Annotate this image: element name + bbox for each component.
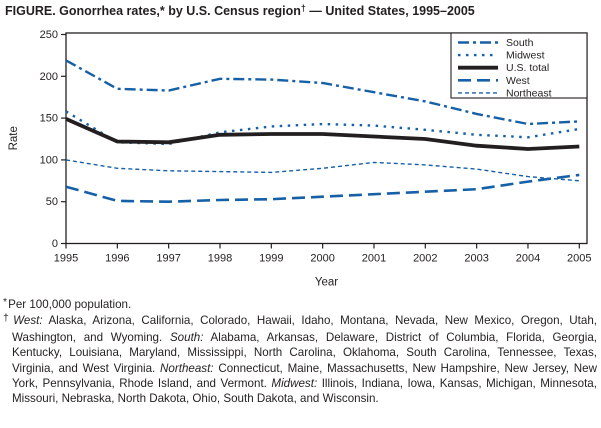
legend-box — [450, 32, 588, 99]
x-tick-label: 1998 — [208, 253, 232, 265]
region-name-italic: Northeast: — [160, 361, 214, 375]
series-line-west — [65, 173, 580, 204]
series-line-northeast — [65, 159, 580, 182]
y-tick-label: 50 — [46, 196, 58, 208]
footnote-text: Alaska, Arizona, California, Colorado, H… — [12, 314, 597, 344]
footnotes: *Per 100,000 population. †West: Alaska, A… — [3, 296, 598, 407]
x-tick-label: 1997 — [156, 253, 180, 265]
footnote-text: Illinois, Indiana, Iowa, Kansas, Michiga… — [12, 377, 597, 406]
footnote-marker: † — [3, 312, 13, 325]
legend-label: Midwest — [506, 50, 545, 62]
footnote-dagger: †West: Alaska, Arizona, California, Colo… — [3, 312, 598, 406]
x-tick-label: 1996 — [105, 253, 129, 265]
y-tick-label: 100 — [40, 154, 58, 166]
y-tick-label: 250 — [40, 29, 58, 41]
footnote-text: Per 100,000 population. — [8, 298, 132, 311]
chart-area: 0 50 100 150 200 250 1995 1996 1997 1998 1999 2000 2… — [8, 29, 592, 289]
footnote-marker: * — [3, 296, 8, 308]
x-tick-label: 2005 — [567, 253, 591, 265]
legend-label: South — [506, 37, 534, 49]
footnote-text: Alabama, Arkansas, Delaware, District of… — [12, 330, 598, 375]
x-tick-label: 2000 — [310, 253, 334, 265]
y-axis-title: Rate — [8, 126, 20, 150]
y-tick-label: 0 — [52, 238, 58, 250]
footnote-text: Connecticut, Maine, Massachusetts, New H… — [12, 361, 597, 391]
y-tick-label: 200 — [40, 71, 58, 83]
region-name-italic: West: — [13, 314, 43, 328]
legend-label: Northeast — [506, 87, 552, 99]
x-tick-label: 1995 — [54, 253, 78, 265]
x-axis-title: Year — [315, 277, 338, 289]
figure-title-dagger: † — [300, 3, 306, 13]
figure-title-suffix: — United States, 1995–2005 — [305, 4, 475, 18]
region-name-italic: South: — [169, 330, 204, 344]
legend-label: West — [506, 75, 530, 87]
region-name-italic: Midwest: — [271, 377, 318, 391]
x-tick-label: 2004 — [516, 253, 540, 265]
series-line-south — [65, 59, 580, 126]
plot-frame — [65, 32, 588, 245]
series-line-u-s-total — [65, 117, 580, 151]
y-tick-label: 150 — [40, 113, 58, 125]
x-tick-label: 2002 — [413, 253, 437, 265]
series-line-midwest — [65, 110, 580, 146]
figure-title: FIGURE. Gonorrhea rates,* by U.S. Census… — [5, 3, 597, 18]
legend-label: U.S. total — [506, 62, 549, 74]
x-tick-label: 1999 — [259, 253, 283, 265]
x-tick-label: 2003 — [464, 253, 488, 265]
x-tick-label: 2001 — [362, 253, 386, 265]
figure-title-text: FIGURE. Gonorrhea rates,* by U.S. Census… — [5, 4, 301, 18]
chart-svg: 0 50 100 150 200 250 1995 1996 1997 1998 1999 2000 2… — [8, 29, 592, 289]
footnote-star: *Per 100,000 population. — [3, 296, 597, 313]
